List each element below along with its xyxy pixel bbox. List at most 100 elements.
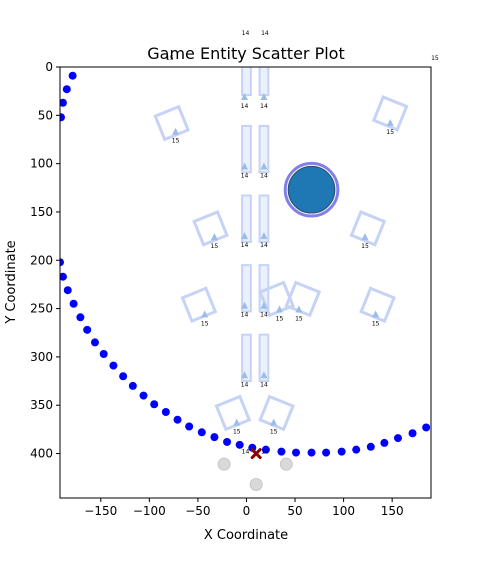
floating-marker-label: 14: [242, 449, 250, 456]
wall-block: [258, 394, 295, 432]
path-point: [60, 272, 67, 281]
path-point: [337, 447, 346, 456]
entity-marker-label: 14: [260, 381, 268, 388]
wall-block: [371, 95, 409, 132]
y-tick-label: 400: [30, 447, 53, 461]
path-point: [139, 391, 148, 400]
entity-marker-label: 15: [211, 243, 219, 250]
y-tick-label: 0: [45, 60, 53, 74]
path-point: [197, 428, 206, 437]
wall-block: [241, 124, 252, 174]
neutral-entity-point: [279, 457, 293, 471]
x-tick-label: −150: [84, 504, 117, 518]
path-point: [60, 113, 65, 122]
x-axis-label: X Coordinate: [204, 528, 288, 543]
path-point: [60, 258, 64, 267]
floating-marker-label: 15: [431, 55, 439, 62]
entity-marker: [372, 310, 380, 318]
wall-block: [153, 104, 191, 142]
entity-marker-label: 15: [386, 129, 394, 136]
wall-block: [258, 194, 270, 243]
floating-marker-label: 15: [166, 55, 174, 62]
wall-block: [214, 394, 252, 432]
enemy-marker: [250, 448, 262, 460]
wall-block: [258, 124, 270, 174]
floating-marker-label: 14: [242, 30, 250, 37]
wall-block: [241, 67, 252, 97]
entity-marker-label: 15: [201, 320, 209, 327]
y-axis-label: Y Coordinate: [4, 240, 19, 324]
floating-marker-label: 14: [261, 30, 269, 37]
entity-marker-label: 15: [233, 429, 241, 436]
y-tick-label: 100: [30, 157, 53, 171]
path-point: [90, 338, 99, 347]
path-point: [128, 381, 137, 390]
entity-marker-label: 15: [270, 429, 278, 436]
path-point: [63, 286, 72, 295]
entity-marker: [295, 305, 303, 313]
path-point: [292, 448, 301, 457]
entity-marker: [260, 301, 268, 309]
neutral-entity-point: [217, 457, 231, 471]
entity-marker-label: 15: [361, 243, 369, 250]
wall-block: [180, 286, 218, 324]
path-point: [223, 437, 232, 446]
y-tick-label: 250: [30, 302, 53, 316]
x-tick-label: −100: [133, 504, 166, 518]
x-tick-label: −50: [185, 504, 210, 518]
entity-marker: [241, 301, 249, 309]
entity-marker: [210, 233, 218, 241]
wall-block: [258, 67, 270, 97]
path-point: [393, 434, 402, 443]
entity-marker-label: 14: [241, 103, 249, 110]
x-tick-label: 50: [287, 504, 302, 518]
plot-frame: [59, 66, 432, 499]
y-tick-label: 300: [30, 350, 53, 364]
path-point: [99, 350, 108, 359]
path-point: [60, 98, 67, 107]
x-tick-label: 150: [381, 504, 404, 518]
entity-marker: [260, 371, 268, 379]
entity-marker-label: 14: [241, 312, 249, 319]
path-point: [408, 429, 417, 438]
path-point: [173, 415, 182, 424]
path-point: [185, 422, 194, 431]
path-point: [62, 85, 71, 94]
entity-marker: [270, 418, 278, 426]
entity-marker: [275, 305, 283, 313]
path-point: [83, 325, 92, 334]
path-point: [68, 71, 77, 80]
entity-marker-label: 14: [260, 173, 268, 180]
path-point: [380, 438, 389, 447]
wall-block: [241, 333, 252, 383]
path-point: [150, 400, 159, 409]
chart-title: Game Entity Scatter Plot: [147, 44, 344, 63]
entity-marker-label: 14: [241, 173, 249, 180]
neutral-entity-point: [249, 477, 263, 491]
entity-marker: [201, 310, 209, 318]
x-tick-label: 0: [243, 504, 251, 518]
entity-marker: [361, 233, 369, 241]
path-point: [109, 361, 118, 370]
entity-marker: [386, 119, 394, 127]
path-point: [366, 442, 375, 451]
path-point: [307, 448, 316, 457]
wall-block: [258, 333, 270, 383]
entity-marker: [241, 162, 249, 170]
y-tick-label: 350: [30, 398, 53, 412]
entity-marker: [241, 232, 249, 240]
floating-marker-label: 14: [261, 449, 269, 456]
x-tick-label: 100: [332, 504, 355, 518]
wall-block: [241, 194, 252, 243]
entity-marker: [260, 92, 268, 100]
y-tick-label: 150: [30, 205, 53, 219]
path-point: [76, 313, 85, 322]
path-point: [119, 372, 128, 381]
path-point: [161, 407, 170, 416]
entity-marker-label: 14: [260, 242, 268, 249]
path-point: [261, 445, 270, 454]
entity-marker: [233, 418, 241, 426]
entity-marker-label: 15: [276, 316, 284, 323]
